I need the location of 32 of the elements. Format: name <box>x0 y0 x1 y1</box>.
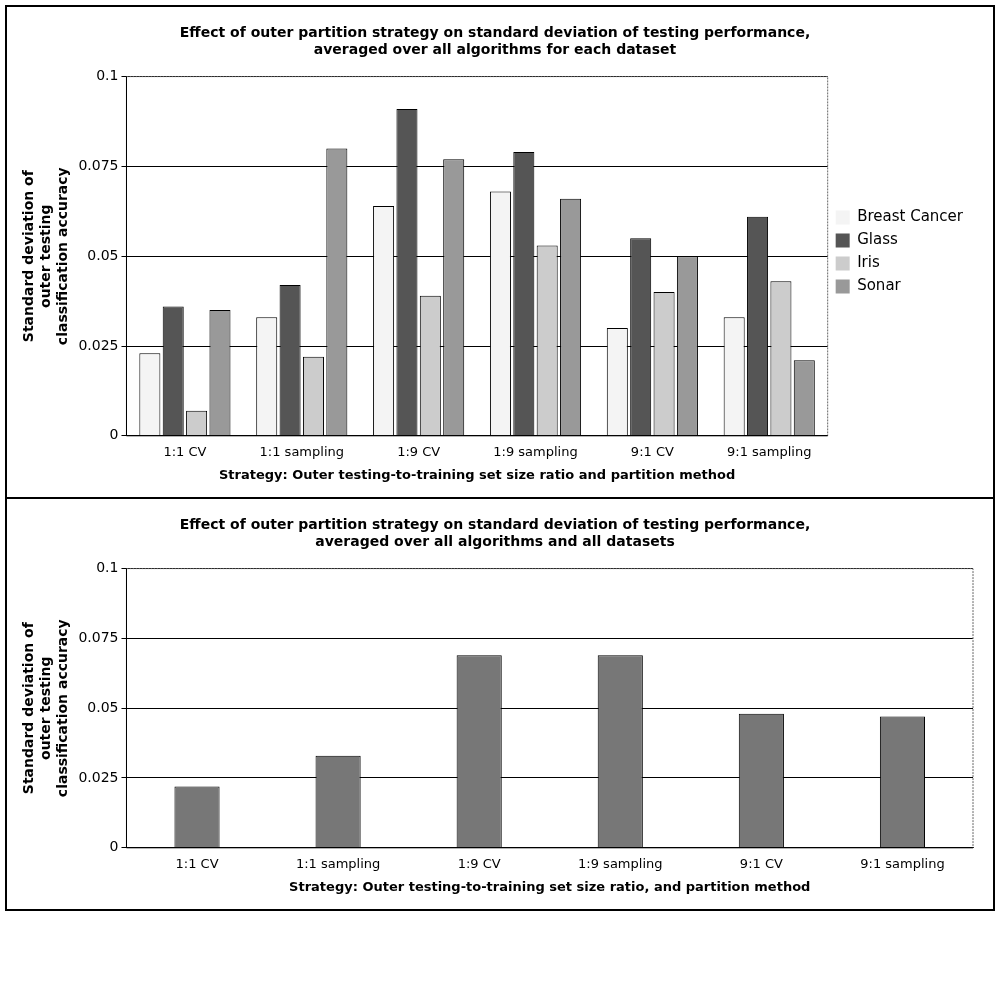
x-tick-label: 1:1 sampling <box>295 855 381 871</box>
chart-title: Effect of outer partition strategy on standard deviation of testing performance, averaged over all algorithms for each dataset <box>179 24 811 57</box>
legend-label: Breast Cancer <box>857 207 964 226</box>
x-tick-label: 1:9 sampling <box>493 443 578 459</box>
x-tick-label: 9:1 CV <box>630 443 674 459</box>
y-tick-label: 0 <box>109 426 119 443</box>
y-tick-label: 0.075 <box>78 629 119 646</box>
legend-label: Iris <box>857 253 880 272</box>
chart-title: Effect of outer partition strategy on standard deviation of testing performance, averaged over all algorithms and all datasets <box>179 516 811 549</box>
y-tick-label: 0 <box>109 838 119 855</box>
y-tick-label: 0.05 <box>87 698 119 715</box>
x-tick-label: 1:9 CV <box>397 443 441 459</box>
x-tick-label: 9:1 sampling <box>860 855 945 871</box>
legend-label: Glass <box>857 230 898 249</box>
x-axis-title: Strategy: Outer testing-to-training set size ratio, and partition method <box>289 878 811 894</box>
x-tick-label: 1:9 sampling <box>578 855 663 871</box>
legend-label: Sonar <box>857 276 902 295</box>
y-axis-title: Standard deviation of outer testing classification accuracy <box>20 619 70 798</box>
x-tick-label: 9:1 CV <box>739 855 783 871</box>
y-tick-label: 0.075 <box>78 157 119 174</box>
y-tick-label: 0.025 <box>78 336 119 353</box>
y-tick-label: 0.1 <box>96 559 119 576</box>
x-axis-title: Strategy: Outer testing-to-training set size ratio and partition method <box>218 466 736 482</box>
x-tick-label: 1:1 sampling <box>259 443 344 459</box>
y-axis-title: Standard deviation of outer testing classification accuracy <box>20 167 70 346</box>
x-tick-label: 1:1 CV <box>163 443 207 459</box>
x-tick-label: 9:1 sampling <box>727 443 812 459</box>
x-tick-label: 1:9 CV <box>457 855 501 871</box>
y-tick-label: 0.1 <box>96 67 119 84</box>
y-tick-label: 0.025 <box>78 768 119 785</box>
x-tick-label: 1:1 CV <box>175 855 219 871</box>
y-tick-label: 0.05 <box>87 246 119 263</box>
